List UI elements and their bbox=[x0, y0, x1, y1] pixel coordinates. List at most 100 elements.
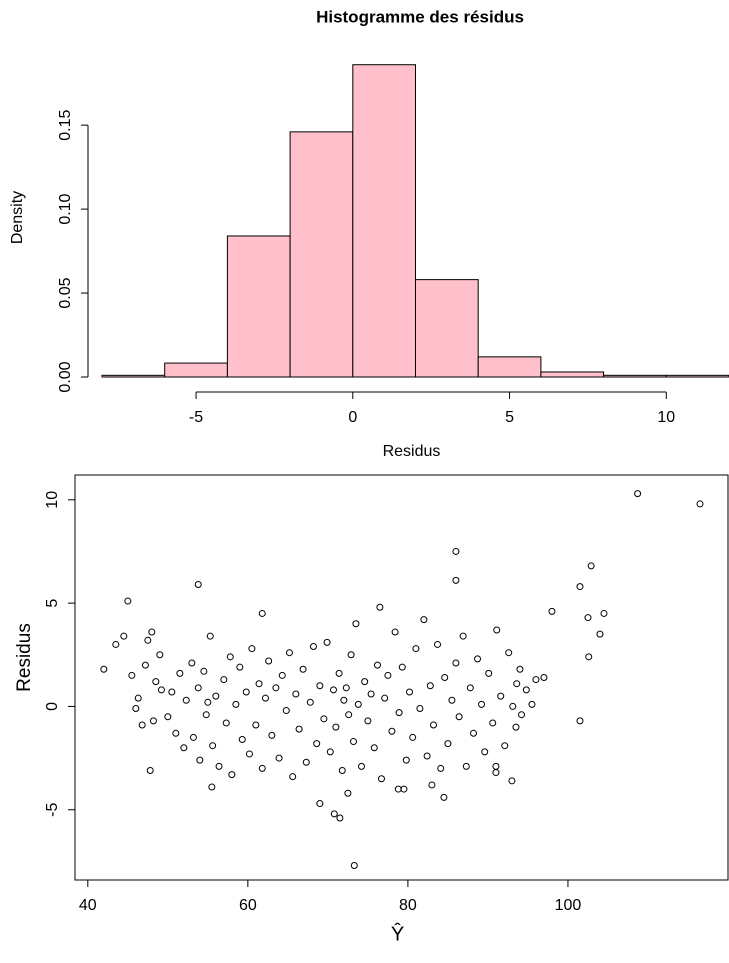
x-tick-label: -5 bbox=[189, 409, 203, 426]
point bbox=[206, 632, 214, 640]
point bbox=[376, 603, 384, 611]
point bbox=[148, 628, 156, 636]
histogram-bar bbox=[415, 279, 479, 378]
x-tick-label: 40 bbox=[79, 897, 97, 914]
point bbox=[400, 785, 408, 793]
point bbox=[364, 717, 372, 725]
point bbox=[164, 713, 172, 721]
point bbox=[409, 733, 417, 741]
histogram-bar bbox=[665, 374, 729, 378]
point bbox=[152, 678, 160, 686]
point bbox=[194, 684, 202, 692]
point bbox=[423, 752, 431, 760]
point bbox=[255, 680, 263, 688]
point bbox=[412, 645, 420, 653]
point bbox=[518, 711, 526, 719]
point bbox=[452, 659, 460, 667]
plot-frame bbox=[74, 474, 729, 881]
point bbox=[352, 620, 360, 628]
point bbox=[444, 740, 452, 748]
point bbox=[313, 740, 321, 748]
point bbox=[338, 766, 346, 774]
histogram-bar bbox=[226, 235, 291, 378]
point bbox=[395, 709, 403, 717]
y-axis-title: Density bbox=[9, 191, 26, 244]
point bbox=[347, 651, 355, 659]
point bbox=[182, 696, 190, 704]
point bbox=[485, 669, 493, 677]
point bbox=[316, 682, 324, 690]
y-axis-title: Residus bbox=[14, 623, 35, 692]
y-tick-label: 0.05 bbox=[57, 277, 74, 308]
point bbox=[462, 762, 470, 770]
point bbox=[459, 632, 467, 640]
point bbox=[132, 704, 140, 712]
y-tick-label: 5 bbox=[44, 599, 61, 608]
point bbox=[370, 744, 378, 752]
point bbox=[176, 669, 184, 677]
point bbox=[134, 694, 142, 702]
histogram-bar bbox=[289, 131, 354, 378]
point bbox=[388, 727, 396, 735]
point bbox=[406, 688, 414, 696]
point bbox=[350, 862, 358, 870]
point bbox=[289, 773, 297, 781]
point bbox=[220, 676, 228, 684]
histogram-bar bbox=[603, 374, 667, 378]
point bbox=[265, 657, 273, 665]
point bbox=[513, 680, 521, 688]
point bbox=[349, 738, 357, 746]
point bbox=[493, 626, 501, 634]
point bbox=[354, 700, 362, 708]
point bbox=[478, 700, 486, 708]
point bbox=[452, 547, 460, 555]
point bbox=[252, 721, 260, 729]
point bbox=[295, 725, 303, 733]
point bbox=[329, 686, 337, 694]
point bbox=[532, 676, 540, 684]
point bbox=[448, 696, 456, 704]
point bbox=[342, 684, 350, 692]
point bbox=[332, 723, 340, 731]
point bbox=[209, 742, 217, 750]
point bbox=[361, 678, 369, 686]
point bbox=[492, 762, 500, 770]
point bbox=[522, 686, 530, 694]
point bbox=[437, 764, 445, 772]
point bbox=[242, 688, 250, 696]
point bbox=[180, 744, 188, 752]
point bbox=[585, 653, 593, 661]
point bbox=[336, 814, 344, 822]
point bbox=[398, 663, 406, 671]
point bbox=[501, 742, 509, 750]
point bbox=[584, 614, 592, 622]
point bbox=[299, 665, 307, 673]
point bbox=[208, 783, 216, 791]
point bbox=[261, 694, 269, 702]
point bbox=[268, 731, 276, 739]
point bbox=[434, 640, 442, 648]
point bbox=[576, 717, 584, 725]
point bbox=[481, 748, 489, 756]
point bbox=[128, 671, 136, 679]
point bbox=[540, 674, 548, 681]
point bbox=[512, 723, 520, 731]
y-tick-label: 0.15 bbox=[57, 109, 74, 140]
point bbox=[285, 649, 293, 657]
point bbox=[141, 661, 149, 669]
point bbox=[100, 665, 108, 673]
point bbox=[189, 733, 197, 741]
point bbox=[188, 659, 196, 667]
point bbox=[596, 630, 604, 638]
y-tick-label: -5 bbox=[44, 803, 61, 817]
point bbox=[245, 750, 253, 758]
point bbox=[426, 682, 434, 690]
point bbox=[384, 671, 392, 679]
point bbox=[474, 655, 482, 663]
point bbox=[528, 700, 536, 708]
point bbox=[228, 771, 236, 779]
x-tick-label: 0 bbox=[348, 409, 357, 426]
point bbox=[282, 707, 290, 715]
point bbox=[345, 711, 353, 719]
point bbox=[278, 671, 286, 679]
